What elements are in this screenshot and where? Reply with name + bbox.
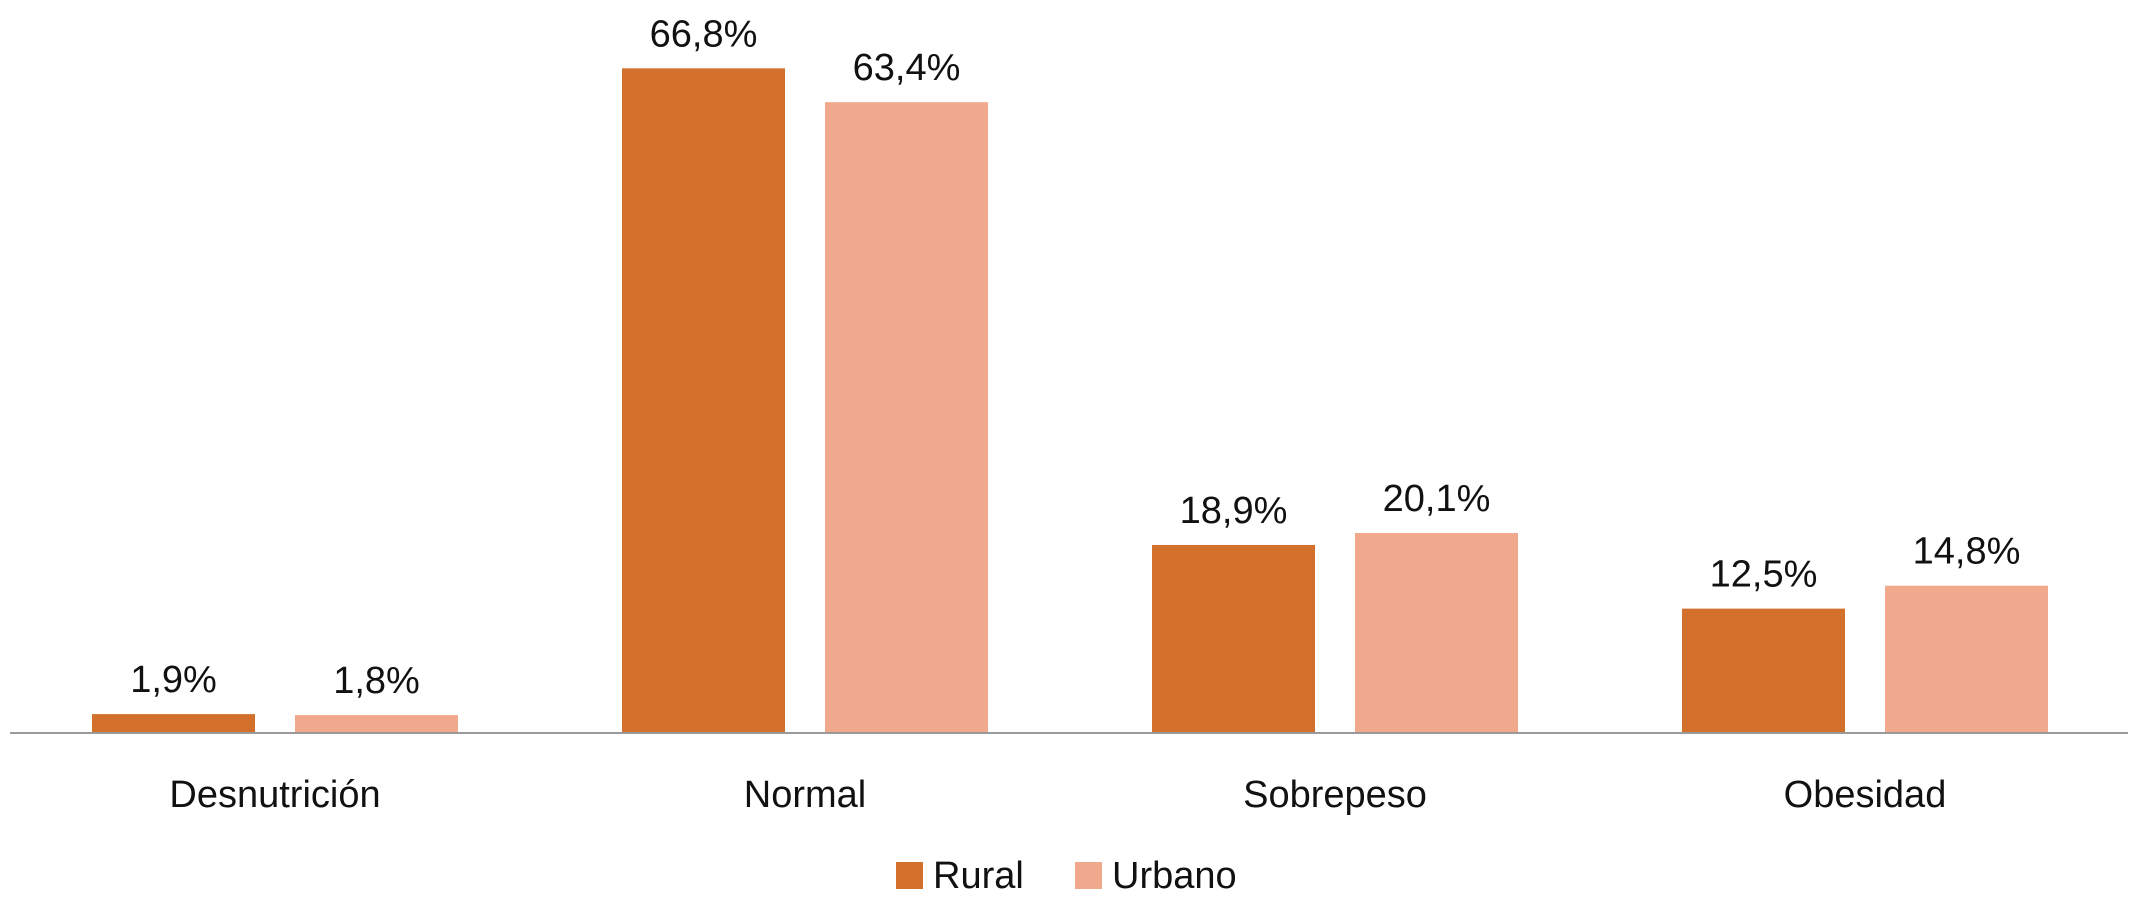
data-label-rural-desnutricion: 1,9% xyxy=(130,659,217,701)
data-label-urbano-normal: 63,4% xyxy=(853,47,961,89)
legend-label-rural: Rural xyxy=(933,855,1024,897)
legend: Rural Urbano xyxy=(896,855,1237,897)
data-label-rural-sobrepeso: 18,9% xyxy=(1180,490,1288,532)
data-label-urbano-desnutricion: 1,8% xyxy=(333,660,420,702)
value-labels-group: 1,9% 1,8% 66,8% 63,4% 18,9% 20,1% 12,5% 14,8% xyxy=(130,13,2020,702)
bar-urbano-normal xyxy=(825,102,988,734)
bar-rural-obesidad xyxy=(1682,608,1845,733)
bar-rural-sobrepeso xyxy=(1152,544,1315,733)
data-label-rural-obesidad: 12,5% xyxy=(1710,554,1818,596)
data-label-urbano-sobrepeso: 20,1% xyxy=(1383,478,1491,520)
legend-swatch-rural xyxy=(896,862,923,889)
bar-urbano-sobrepeso xyxy=(1355,533,1518,733)
data-label-rural-normal: 66,8% xyxy=(650,13,758,55)
bar-rural-desnutricion xyxy=(92,714,255,733)
category-label-sobrepeso: Sobrepeso xyxy=(1243,774,1427,816)
bar-rural-normal xyxy=(622,68,785,734)
category-labels-group: Desnutrición Normal Sobrepeso Obesidad xyxy=(169,774,1946,816)
category-label-obesidad: Obesidad xyxy=(1784,774,1947,816)
bars-group xyxy=(92,68,2048,734)
data-label-urbano-obesidad: 14,8% xyxy=(1913,531,2021,573)
legend-label-urbano: Urbano xyxy=(1112,855,1237,897)
bar-urbano-obesidad xyxy=(1885,585,2048,733)
bar-urbano-desnutricion xyxy=(295,715,458,733)
legend-swatch-urbano xyxy=(1075,862,1102,889)
category-label-normal: Normal xyxy=(744,774,866,816)
category-label-desnutricion: Desnutrición xyxy=(169,774,380,816)
